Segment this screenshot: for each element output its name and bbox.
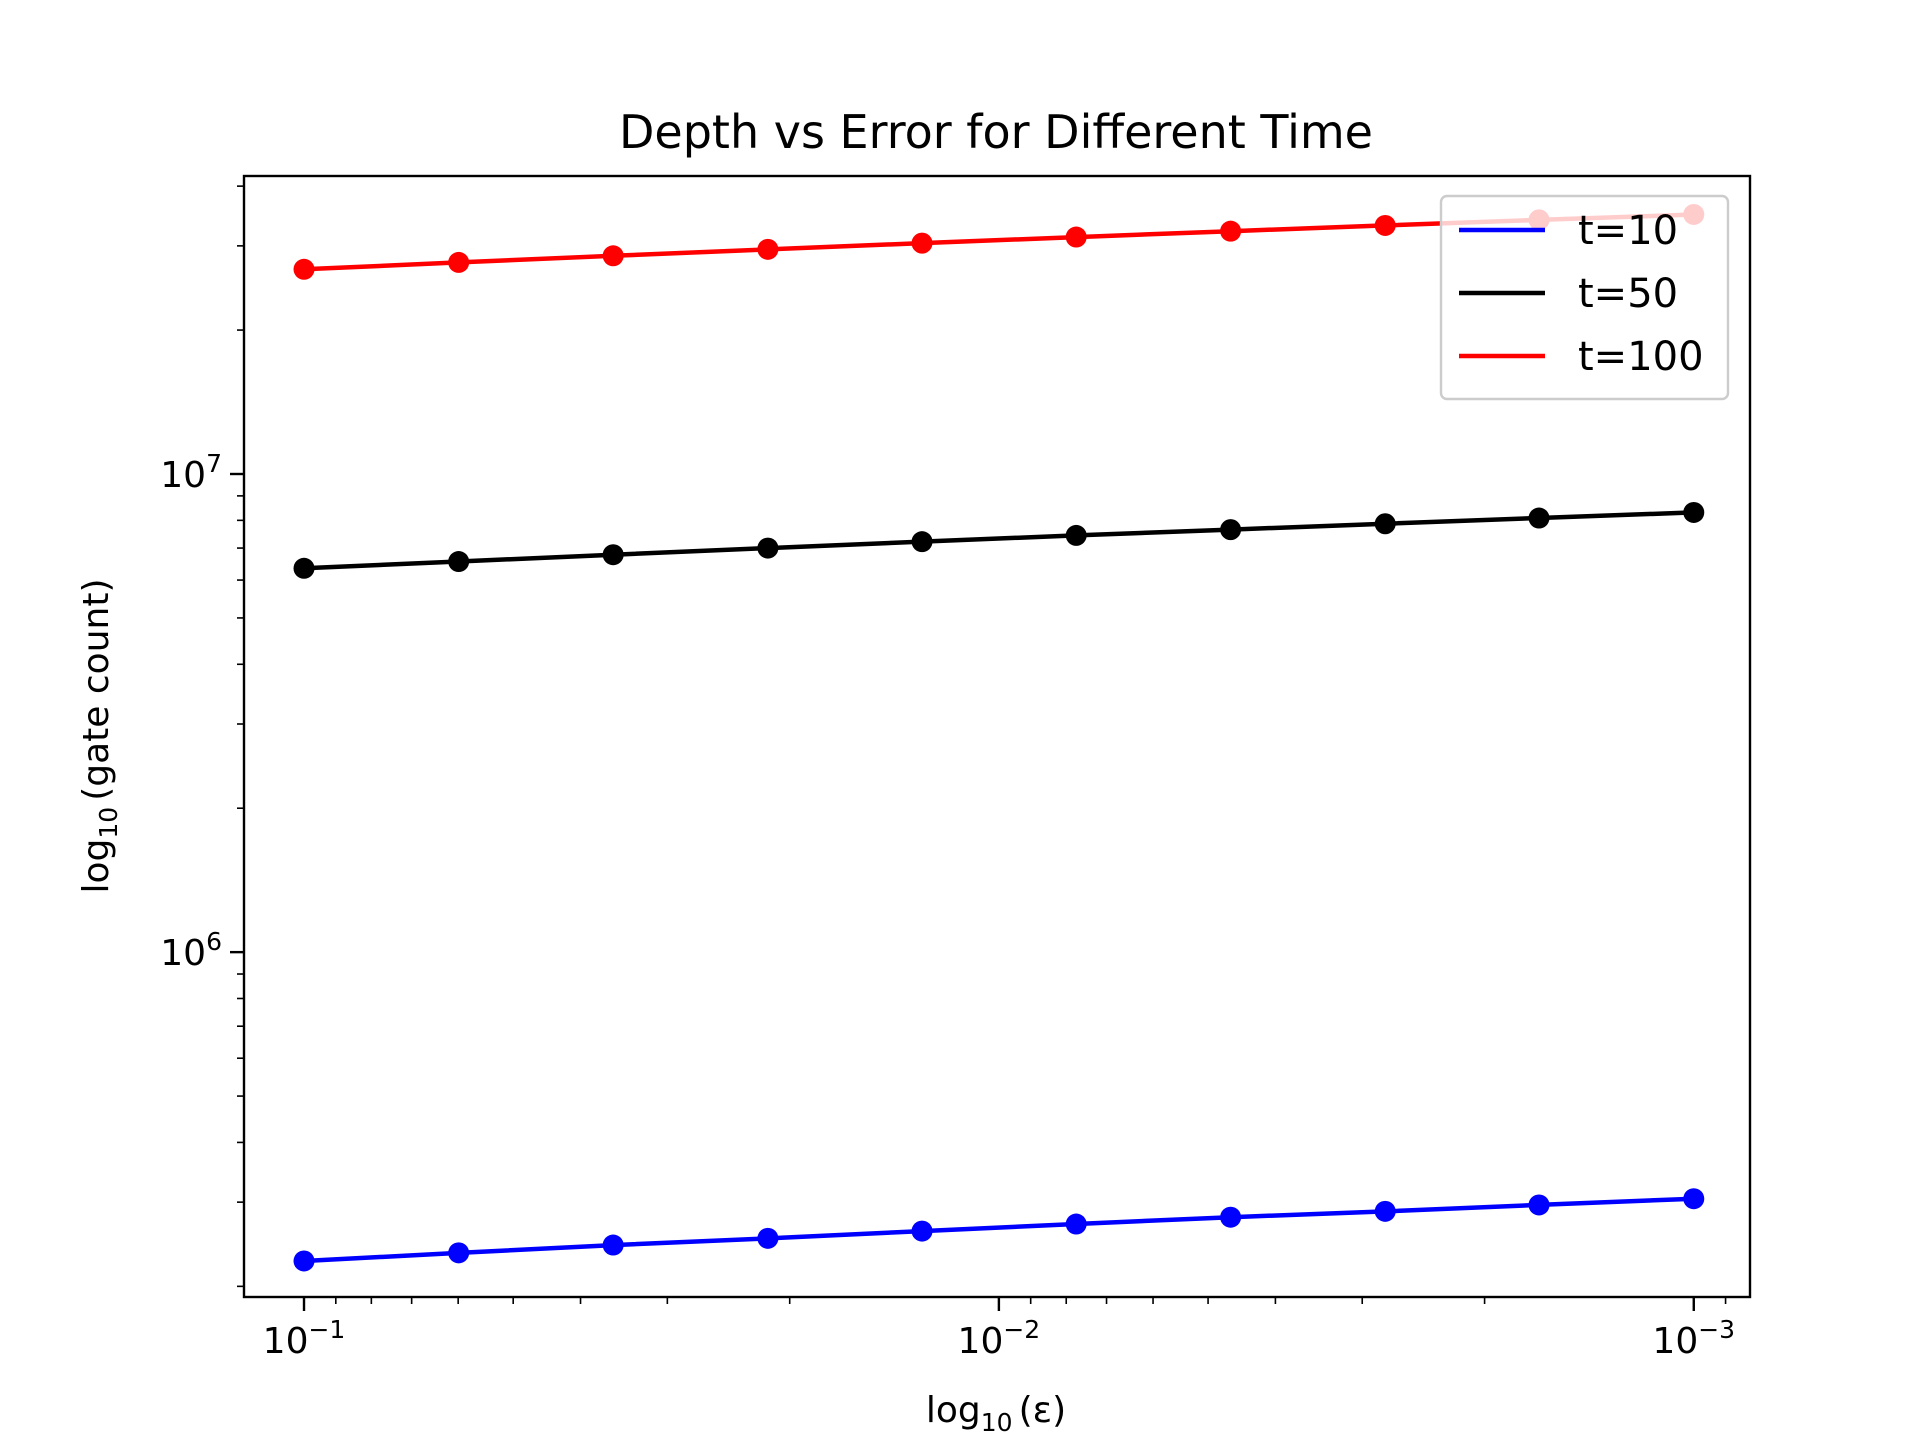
series-marker [1220,1206,1242,1228]
legend-label: t=100 [1578,334,1704,380]
legend-label: t=10 [1578,208,1678,254]
series-marker [1374,214,1396,236]
series-marker [1065,1213,1087,1235]
series-marker [602,245,624,267]
x-tick-label: 10−1 [263,1315,346,1362]
legend: t=10 t=50 t=100 [1439,194,1730,401]
legend-box [1439,194,1730,401]
chart-title: Depth vs Error for Different Time [619,105,1373,159]
series-marker [1683,501,1705,523]
x-tick-label: 10−3 [1652,1315,1735,1362]
legend-entry: t=50 [1459,271,1678,317]
series-marker [911,531,933,553]
legend-entry: t=100 [1459,334,1704,380]
x-axis-label-argument: (ε) [1019,1390,1067,1431]
series-marker [1528,1194,1550,1216]
x-tick-label-base: 10 [263,1321,309,1362]
series-marker [293,258,315,280]
series-line [303,1196,1694,1264]
x-tick-label-exponent: −2 [1003,1315,1040,1344]
series-marker [293,557,315,579]
series-marker [1374,1200,1396,1222]
y-tick-label-exponent: 7 [206,449,222,478]
x-tick-label-exponent: −1 [308,1315,345,1344]
series-marker [1528,507,1550,529]
x-axis-label-subscript: 10 [981,1408,1013,1437]
series-marker [293,1250,315,1272]
series-marker [911,1220,933,1242]
series-marker [602,544,624,566]
y-axis-label-argument: (gate count) [76,579,117,801]
y-tick-label: 106 [160,927,222,974]
series-marker [448,1242,470,1264]
y-tick-label-base: 10 [160,455,206,496]
series-marker [1065,524,1087,546]
y-axis-label-base: log [76,839,117,894]
series-t-50 [293,501,1705,579]
x-tick-label-base: 10 [1652,1321,1698,1362]
y-tick-label-exponent: 6 [206,927,222,956]
x-axis-label-base: log [926,1390,981,1431]
series-marker [757,1227,779,1249]
series-marker [911,232,933,254]
y-axis-label-subscript: 10 [94,807,123,839]
series-marker [757,238,779,260]
series-marker [602,1234,624,1256]
x-tick-label-exponent: −3 [1698,1315,1735,1344]
legend-entry: t=10 [1459,208,1678,254]
series-t-10 [293,1188,1705,1272]
x-tick-label: 10−2 [958,1315,1041,1362]
series-marker [448,251,470,273]
y-axis-label: log10 (gate count) [76,579,123,894]
series-line [303,510,1694,571]
series-marker [1220,220,1242,242]
legend-label: t=50 [1578,271,1678,317]
y-tick-label: 107 [160,449,222,496]
series-marker [1065,226,1087,248]
series-marker [1683,1188,1705,1210]
series-marker [757,537,779,559]
series-marker [448,551,470,573]
x-tick-label-base: 10 [958,1321,1004,1362]
x-axis-label: log10 (ε) [926,1390,1066,1437]
plot-frame [242,174,1752,1299]
series-marker [1374,513,1396,535]
y-tick-label-base: 10 [160,933,206,974]
series-marker [1220,519,1242,541]
